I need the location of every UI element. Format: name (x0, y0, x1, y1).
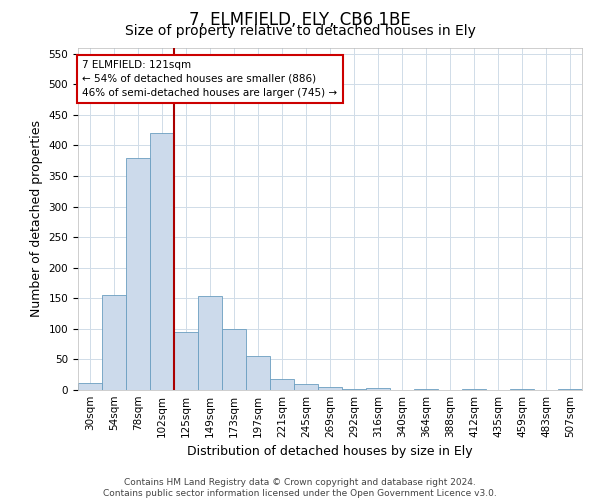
Text: Contains HM Land Registry data © Crown copyright and database right 2024.
Contai: Contains HM Land Registry data © Crown c… (103, 478, 497, 498)
Bar (510, 389, 534, 390)
Bar (414, 389, 438, 390)
Bar (78, 382, 102, 390)
Bar (318, 387, 342, 390)
Bar (174, 332, 198, 390)
Bar (198, 296, 222, 390)
Bar (150, 133, 174, 390)
Bar (462, 389, 486, 390)
Text: Size of property relative to detached houses in Ely: Size of property relative to detached ho… (125, 24, 475, 38)
Bar (270, 379, 294, 390)
Bar (222, 329, 246, 390)
X-axis label: Distribution of detached houses by size in Ely: Distribution of detached houses by size … (187, 446, 473, 458)
Bar (246, 356, 270, 390)
Bar (558, 389, 582, 390)
Bar (342, 389, 366, 390)
Bar (366, 388, 390, 390)
Text: 7 ELMFIELD: 121sqm
← 54% of detached houses are smaller (886)
46% of semi-detach: 7 ELMFIELD: 121sqm ← 54% of detached hou… (82, 60, 337, 98)
Bar (294, 384, 318, 390)
Bar (102, 295, 126, 390)
Text: 7, ELMFIELD, ELY, CB6 1BE: 7, ELMFIELD, ELY, CB6 1BE (189, 11, 411, 29)
Y-axis label: Number of detached properties: Number of detached properties (30, 120, 43, 318)
Bar (126, 158, 150, 390)
